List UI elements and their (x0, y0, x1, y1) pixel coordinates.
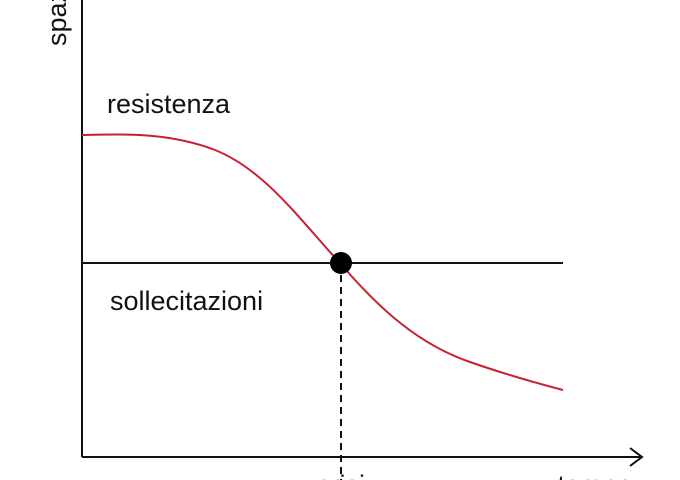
point-label: crisi (317, 470, 365, 480)
upper-label: resistenza (107, 89, 231, 119)
crisis-point (330, 252, 352, 274)
y-axis-label: spazio (42, 0, 72, 46)
x-axis-label: tempo (557, 470, 632, 480)
x-axis-arrow (629, 447, 644, 467)
lower-label: sollecitazioni (110, 286, 263, 316)
